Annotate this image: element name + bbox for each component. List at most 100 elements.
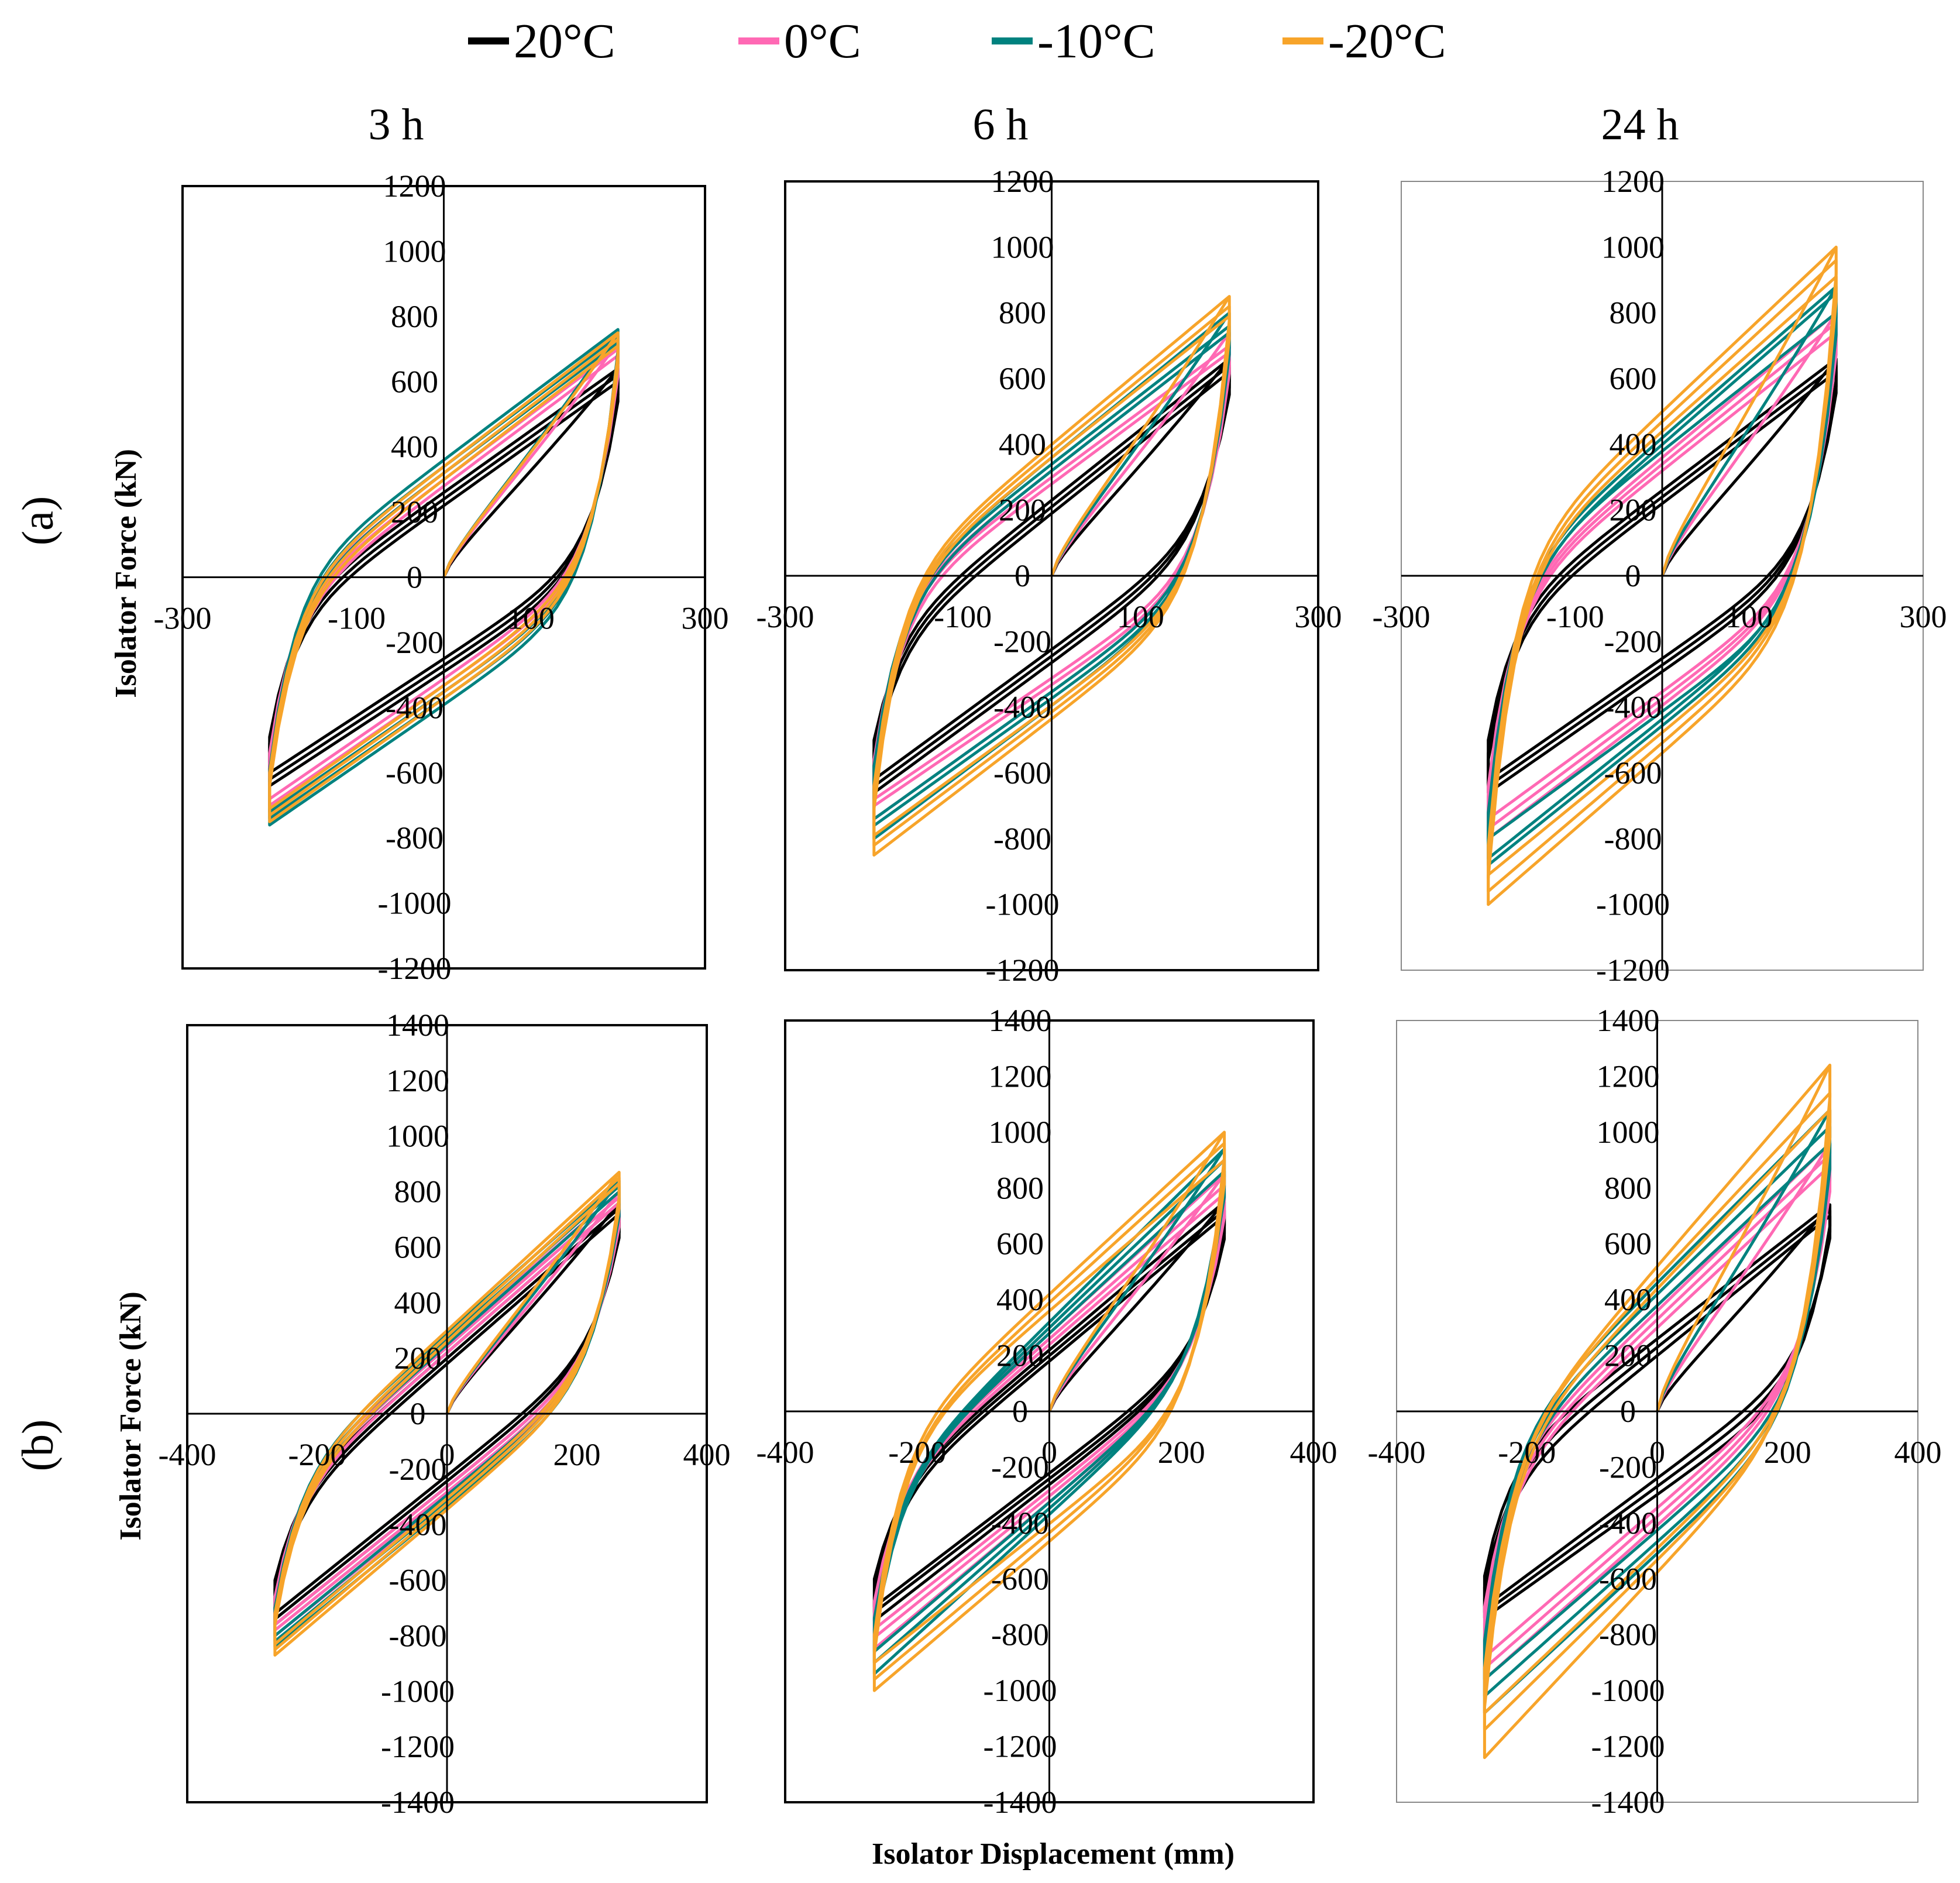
- legend-label-0: 20°C: [514, 14, 615, 68]
- column-title-3h: 3 h: [369, 100, 424, 149]
- series-loop-0-2: [268, 380, 620, 775]
- x-tick-label: 200: [553, 1437, 601, 1472]
- series-loop-3-2: [268, 344, 620, 810]
- y-tick-label: 600: [1604, 1226, 1652, 1262]
- panel-5: -1400-1200-1000-800-600-400-200020040060…: [1368, 1003, 1942, 1820]
- row-label-b: (b): [13, 1420, 63, 1472]
- series-loop-3-2: [1487, 275, 1838, 880]
- virgin-curve-2: [1660, 286, 1838, 576]
- y-tick-label: -200: [1599, 1449, 1657, 1485]
- y-tick-label: -200: [993, 624, 1051, 659]
- y-tick-label: -200: [1604, 624, 1662, 659]
- panel-0: -1200 -1000 -800 -600 -400 -200 0 200 400 600 800 1…: [154, 169, 729, 986]
- y-tick-label: -1200: [378, 951, 452, 986]
- y-tick-label: 200: [1604, 1338, 1652, 1373]
- y-tick-label: 600: [394, 1229, 442, 1265]
- series-loop-3-2: [872, 1159, 1226, 1664]
- x-tick-label: -100: [1546, 599, 1604, 634]
- series-loop-0-2: [273, 1212, 621, 1615]
- legend-label-3: -20°C: [1328, 14, 1446, 68]
- virgin-curve-3: [445, 1171, 621, 1414]
- y-tick-label: 200: [996, 1338, 1044, 1373]
- series-loop-3-2: [273, 1181, 621, 1646]
- y-tick-label: -600: [1599, 1561, 1657, 1596]
- y-tick-label: 1400: [989, 1003, 1052, 1038]
- virgin-curve-0: [1048, 1201, 1226, 1413]
- y-tick-label: -800: [386, 820, 443, 855]
- y-tick-label: 600: [999, 361, 1046, 396]
- y-tick-label: -400: [389, 1507, 447, 1542]
- y-tick-label: 1000: [991, 229, 1054, 264]
- y-tick-label: -1000: [1596, 887, 1670, 922]
- virgin-curve-1: [1048, 1173, 1226, 1412]
- x-tick-label: 400: [1894, 1435, 1942, 1470]
- virgin-curve-1: [1656, 1142, 1831, 1412]
- y-tick-label: 0: [1625, 558, 1641, 593]
- y-tick-label: 1200: [989, 1059, 1052, 1094]
- y-tick-label: 400: [1604, 1282, 1652, 1317]
- series-loop-0-2: [872, 1214, 1226, 1609]
- series-loop-0-2: [1483, 1214, 1832, 1609]
- y-tick-label: 1000: [1597, 1115, 1660, 1150]
- y-tick-label: -400: [993, 690, 1051, 725]
- y-tick-label: -1200: [984, 1729, 1057, 1764]
- y-tick-label: 200: [1610, 493, 1657, 528]
- y-tick-label: 400: [999, 427, 1046, 462]
- series-loop-3-2: [1483, 1108, 1832, 1714]
- virgin-curve-0: [1660, 358, 1838, 577]
- series-loop-1-2: [1487, 331, 1838, 821]
- row-label-a: (a): [13, 496, 63, 545]
- y-tick-label: 1400: [386, 1008, 449, 1043]
- series-loop-1-2: [872, 1192, 1226, 1631]
- series-loop-2-2: [872, 1170, 1226, 1653]
- y-tick-label: -400: [991, 1506, 1049, 1541]
- y-tick-label: 200: [394, 1341, 442, 1376]
- virgin-curve-3: [1048, 1131, 1226, 1412]
- y-tick-label: 200: [999, 493, 1046, 528]
- y-tick-label: -1200: [1591, 1729, 1665, 1764]
- y-tick-label: -800: [1604, 821, 1662, 856]
- x-tick-label: 0: [1649, 1435, 1665, 1470]
- x-tick-label: 200: [1764, 1435, 1811, 1470]
- x-tick-label: 100: [507, 601, 555, 636]
- x-tick-label: 100: [1117, 599, 1164, 634]
- virgin-curve-3: [1656, 1064, 1831, 1412]
- y-tick-label: -1400: [381, 1785, 455, 1820]
- y-tick-label: -600: [993, 755, 1051, 791]
- y-tick-label: 1000: [989, 1115, 1052, 1150]
- y-tick-label: -1200: [986, 953, 1060, 988]
- y-tick-label: 1000: [1601, 229, 1665, 264]
- x-tick-label: -400: [1368, 1435, 1426, 1470]
- x-tick-label: 100: [1725, 599, 1773, 634]
- x-tick-label: -100: [934, 599, 992, 634]
- y-tick-label: -600: [1604, 755, 1662, 791]
- panel-3: -1400-1200-1000-800-600-400-200020040060…: [159, 1008, 731, 1820]
- y-tick-label: 800: [1610, 295, 1657, 331]
- y-tick-label: -800: [1599, 1617, 1657, 1652]
- y-tick-label: -1400: [1591, 1785, 1665, 1820]
- x-axis-label: Isolator Displacement (mm): [872, 1837, 1235, 1871]
- y-tick-label: 1200: [1601, 164, 1665, 199]
- y-axis-labels: Isolator Force (kN) Isolator Force (kN): [109, 449, 147, 1541]
- y-tick-label: -1000: [1591, 1673, 1665, 1708]
- y-tick-label: -200: [386, 625, 443, 660]
- y-tick-label: -400: [386, 690, 443, 725]
- y-tick-label: 800: [996, 1170, 1044, 1205]
- y-tick-label: 0: [1012, 1394, 1028, 1429]
- y-tick-label: 1200: [383, 169, 446, 204]
- series-loop-3-2: [872, 314, 1231, 837]
- panels: -1200-1000-800-600-400-20002004006008001…: [154, 164, 1947, 1820]
- y-tick-label: -800: [389, 1618, 447, 1653]
- y-tick-label: -600: [991, 1561, 1049, 1596]
- panel-2: -1200 -1000 -800 -600 -400 -200 0 200 400 600 800 1…: [1373, 164, 1947, 988]
- virgin-curve-3: [1660, 246, 1838, 576]
- panel-4: -1400-1200-1000-800-600-400-200020040060…: [757, 1003, 1337, 1820]
- y-tick-label: 1200: [991, 164, 1054, 199]
- y-tick-label: -200: [389, 1452, 447, 1487]
- y-tick-label: -400: [1599, 1506, 1657, 1541]
- y-tick-label: 0: [1620, 1394, 1636, 1429]
- series-loop-2-2: [872, 331, 1231, 821]
- y-tick-label: 600: [1610, 361, 1657, 396]
- legend-label-1: 0°C: [784, 14, 861, 68]
- x-tick-label: 300: [682, 601, 729, 636]
